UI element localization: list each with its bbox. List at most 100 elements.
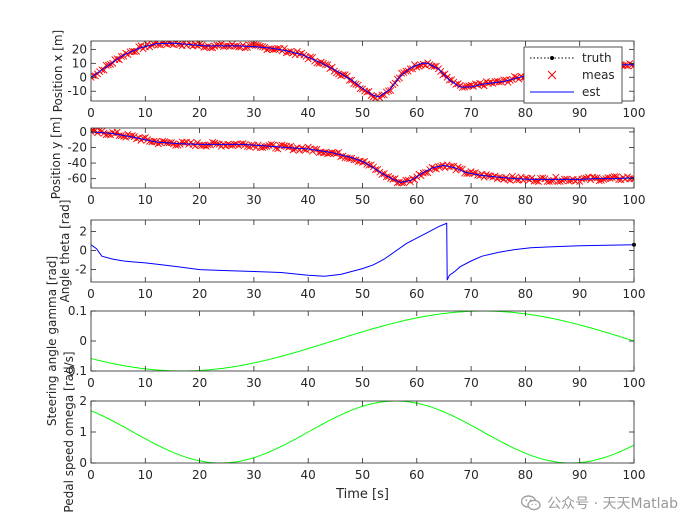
x-tick-label: 20 [192, 287, 207, 301]
meas-point [235, 43, 243, 51]
x-tick-label: 90 [572, 468, 587, 482]
meas-point [630, 175, 634, 183]
meas-point [91, 128, 95, 135]
series-omega-line [91, 401, 634, 463]
y-tick-label: 1 [79, 425, 87, 439]
x-tick-label: 30 [246, 287, 261, 301]
meas-point [615, 176, 623, 184]
meas-point [211, 139, 219, 147]
x-tick-label: 50 [355, 287, 370, 301]
legend-box [523, 46, 623, 104]
meas-point [593, 174, 601, 182]
meas-point [102, 61, 110, 69]
meas-point [115, 56, 123, 64]
y-axis-label: Position x [m] [51, 30, 65, 113]
meas-point [133, 47, 141, 55]
meas-point [139, 134, 147, 142]
meas-point [180, 139, 188, 147]
meas-point [493, 77, 501, 85]
meas-point [415, 62, 423, 70]
meas-point [528, 174, 536, 182]
meas-point [600, 175, 608, 183]
x-tick-label: 30 [246, 376, 261, 390]
x-tick-label: 0 [87, 468, 95, 482]
meas-point [256, 42, 264, 50]
x-tick-label: 60 [409, 193, 424, 207]
y-axis-label: Angle theta [rad] [58, 200, 72, 303]
meas-point [159, 137, 167, 145]
meas-point [300, 145, 308, 153]
plot-area [91, 128, 634, 187]
series-est-line [91, 222, 634, 281]
y-tick-label: 0 [79, 70, 87, 84]
meas-point [228, 141, 236, 149]
x-tick-label: 70 [463, 287, 478, 301]
y-tick-label: 2 [79, 394, 87, 408]
meas-point [156, 41, 165, 49]
meas-point [265, 45, 273, 53]
x-tick-label: 40 [301, 106, 316, 120]
x-tick-label: 10 [138, 287, 153, 301]
x-tick-label: 40 [301, 468, 316, 482]
meas-point [261, 143, 269, 151]
meas-point [135, 43, 143, 51]
meas-point [174, 41, 182, 48]
meas-point [313, 59, 321, 67]
meas-point [133, 135, 141, 143]
meas-point [550, 176, 558, 184]
subplot-2: 0 10 20 30 40 50 60 70 80 90 100-60-40-200Position… [49, 117, 645, 207]
x-tick-label: 0 [87, 376, 95, 390]
y-tick-label: -60 [67, 172, 87, 186]
meas-point [504, 175, 512, 183]
x-tick-label: 0 [87, 193, 95, 207]
meas-point [482, 171, 490, 179]
meas-point [402, 176, 410, 184]
meas-point [215, 41, 223, 49]
x-tick-label: 70 [463, 193, 478, 207]
x-tick-label: 40 [301, 287, 316, 301]
x-tick-label: 90 [572, 106, 587, 120]
meas-point [419, 60, 427, 68]
x-tick-label: 100 [623, 106, 646, 120]
x-tick-label: 100 [623, 468, 646, 482]
x-tick-label: 20 [192, 193, 207, 207]
x-tick-label: 70 [463, 468, 478, 482]
meas-point [369, 93, 377, 101]
y-tick-label: 10 [72, 56, 87, 70]
meas-point [226, 141, 234, 149]
x-tick-label: 40 [301, 376, 316, 390]
meas-point [239, 140, 247, 148]
meas-point [539, 174, 547, 182]
x-tick-label: 80 [518, 193, 533, 207]
plot-area [91, 222, 634, 281]
y-tick-label: 0 [79, 456, 87, 470]
x-tick-label: 60 [409, 106, 424, 120]
meas-point [441, 70, 449, 78]
meas-point [547, 177, 556, 185]
meas-point [476, 172, 484, 180]
axes-frame [90, 400, 635, 464]
series-truth-line [91, 131, 634, 184]
meas-point [154, 41, 162, 49]
legend-meas-marker [547, 70, 557, 80]
meas-point [269, 46, 277, 54]
y-tick-label: -40 [67, 156, 87, 170]
meas-point [424, 169, 432, 177]
x-tick-label: 100 [623, 287, 646, 301]
x-tick-label: 50 [355, 376, 370, 390]
wechat-icon [521, 495, 541, 511]
meas-point [630, 62, 634, 70]
x-tick-label: 80 [518, 106, 533, 120]
x-tick-label: 0 [87, 106, 95, 120]
y-tick-label: -2 [75, 263, 87, 277]
y-tick-label: 0 [79, 125, 87, 139]
x-tick-label: 100 [623, 376, 646, 390]
y-axis-label: Steering angle gamma [rad] [45, 256, 59, 426]
x-tick-label: 80 [518, 287, 533, 301]
x-tick-label: 60 [409, 287, 424, 301]
meas-point [597, 176, 605, 184]
meas-point [524, 175, 532, 183]
y-axis-label: Position y [m] [49, 117, 63, 200]
